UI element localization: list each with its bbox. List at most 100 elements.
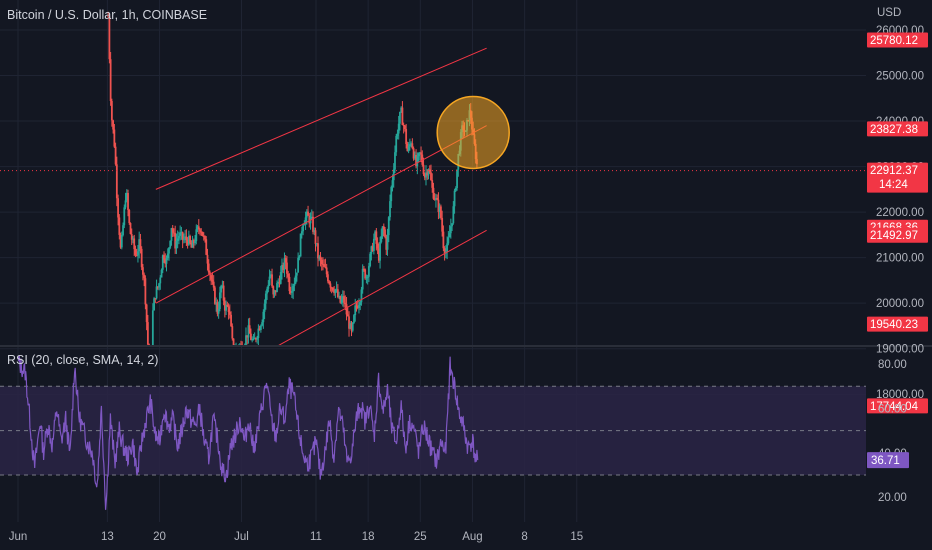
price-tick-label: 18000.00 [876, 389, 924, 401]
candle-body [125, 193, 128, 201]
candle-body [363, 268, 365, 270]
candle-body [252, 338, 255, 340]
candle-body [329, 283, 332, 288]
candle-body [283, 258, 286, 270]
candle-body [451, 223, 453, 227]
candle-body [315, 243, 318, 245]
candle-body [336, 289, 339, 298]
rsi-value-text: 36.71 [871, 455, 900, 467]
candle-body [377, 248, 380, 261]
candle-body [205, 239, 208, 255]
candle-body [225, 304, 228, 311]
candle-body [366, 276, 369, 278]
candle-body [253, 338, 256, 340]
candle-body [117, 198, 119, 218]
candle-body [399, 111, 401, 124]
candle-body [276, 283, 278, 293]
candle-body [257, 328, 260, 339]
candle-body [175, 240, 178, 249]
candle-body [447, 237, 450, 244]
rsi-tick-label: 80.00 [878, 359, 907, 371]
candle-body [319, 256, 322, 260]
candle-body [119, 234, 122, 248]
candle-body [110, 101, 113, 121]
candle-body [170, 228, 173, 241]
candle-body [164, 259, 167, 264]
price-label-text: 25780.12 [870, 35, 918, 47]
candle-body [318, 256, 321, 259]
candle-body [178, 235, 180, 239]
candle-body [192, 240, 195, 244]
candle-body [328, 281, 331, 284]
candle-body [442, 231, 445, 249]
candle-body [379, 241, 381, 261]
candle-body [355, 305, 358, 307]
candle-body [218, 292, 221, 310]
candle-body [411, 143, 414, 149]
candle-body [365, 276, 368, 279]
candle-body [185, 236, 188, 241]
candle-body [232, 338, 235, 345]
candle-body [397, 123, 400, 134]
candle-body [427, 169, 430, 176]
time-tick-label: 13 [101, 531, 114, 543]
candle-body [181, 232, 184, 241]
time-tick-label: 8 [521, 531, 527, 543]
candle-body [400, 107, 403, 112]
candle-body [216, 302, 219, 314]
candle-body [448, 233, 451, 238]
currency-label: USD [877, 7, 902, 19]
candle-body [406, 144, 409, 152]
candle-body [128, 209, 131, 224]
candle-body [380, 236, 383, 242]
candle-body [184, 236, 187, 239]
candle-body [358, 304, 360, 308]
candle-body [282, 265, 285, 270]
candle-body [456, 169, 458, 188]
candle-body [194, 241, 196, 244]
candle-body [408, 144, 411, 147]
candle-body [135, 254, 138, 256]
candle-body [300, 231, 303, 234]
time-tick-label: Jun [9, 531, 28, 543]
candle-body [139, 239, 142, 249]
candle-body [122, 225, 124, 236]
candle-body [404, 125, 406, 130]
candle-body [341, 296, 344, 300]
candle-body [313, 230, 316, 232]
candle-body [160, 269, 163, 278]
candle-body [353, 315, 355, 323]
candle-body [375, 231, 378, 244]
candle-body [230, 314, 232, 327]
price-label-text: 22912.37 [870, 165, 918, 177]
candle-body [159, 277, 162, 284]
candle-body [394, 152, 396, 170]
candle-body [222, 285, 225, 301]
price-label-text: 21492.97 [870, 230, 918, 242]
candle-body [294, 275, 297, 284]
candle-body [146, 322, 149, 345]
candle-body [435, 197, 437, 200]
candle-body [274, 290, 277, 293]
candle-body [425, 172, 427, 178]
candle-body [158, 283, 160, 288]
candle-body [223, 300, 226, 311]
candle-body [407, 146, 410, 152]
candle-body [256, 338, 259, 340]
candle-body [386, 235, 389, 250]
candle-body [452, 206, 455, 224]
candle-body [200, 231, 203, 233]
candle-body [401, 107, 404, 125]
candle-body [395, 136, 398, 153]
candle-body [385, 237, 388, 250]
candle-body [324, 266, 327, 268]
rsi-value-badge [867, 452, 909, 469]
candle-body [423, 174, 426, 178]
candle-body [350, 323, 353, 331]
candle-body [416, 156, 419, 167]
price-label-badge [867, 162, 928, 193]
time-tick-label: 25 [414, 531, 427, 543]
candle-body [248, 325, 251, 334]
